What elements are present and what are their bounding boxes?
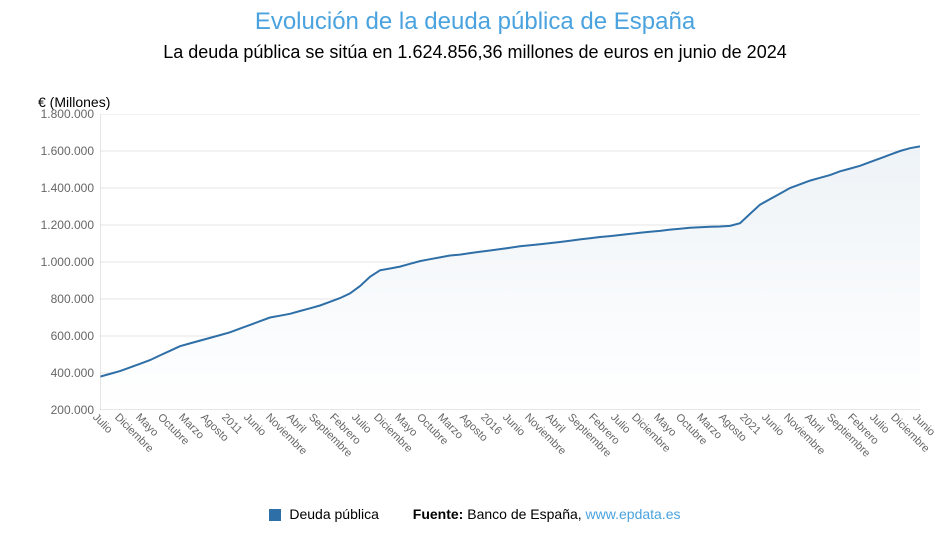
line-chart-svg — [100, 114, 920, 410]
ytick-label: 1.200.000 — [41, 218, 100, 232]
ytick-label: 800.000 — [51, 292, 100, 306]
ytick-label: 200.000 — [51, 403, 100, 417]
chart-title: Evolución de la deuda pública de España — [0, 8, 950, 36]
chart-plot-area: 200.000400.000600.000800.0001.000.0001.2… — [100, 114, 920, 410]
ytick-label: 1.400.000 — [41, 181, 100, 195]
source-label: Fuente: — [413, 506, 464, 522]
legend-swatch — [269, 509, 281, 521]
ytick-label: 1.600.000 — [41, 144, 100, 158]
ytick-label: 1.000.000 — [41, 255, 100, 269]
source-link[interactable]: www.epdata.es — [586, 506, 681, 522]
chart-subtitle: La deuda pública se sitúa en 1.624.856,3… — [0, 42, 950, 63]
ytick-label: 1.800.000 — [41, 107, 100, 121]
legend-series-label: Deuda pública — [289, 506, 379, 522]
ytick-label: 600.000 — [51, 329, 100, 343]
source-text: Banco de España, — [467, 506, 581, 522]
ytick-label: 400.000 — [51, 366, 100, 380]
chart-legend: Deuda pública Fuente: Banco de España, w… — [0, 506, 950, 522]
